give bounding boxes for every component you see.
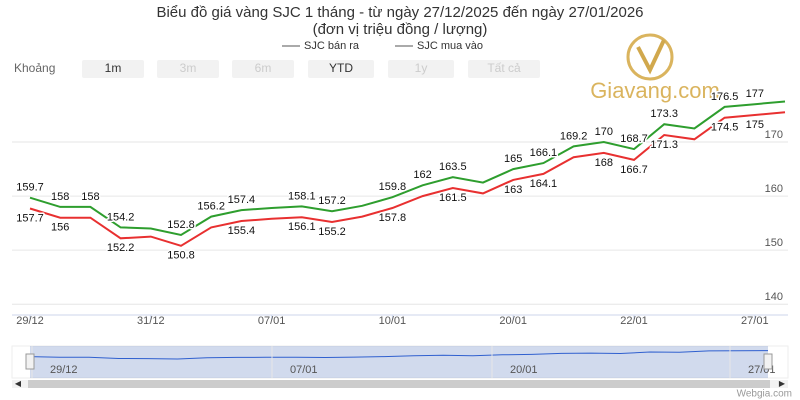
data-label: 166.1 xyxy=(530,147,558,159)
data-label: 176.5 xyxy=(711,91,739,103)
credit: Webgia.com xyxy=(737,389,792,400)
series-line xyxy=(29,100,786,237)
y-tick-label: 140 xyxy=(765,291,783,303)
data-label: 155.2 xyxy=(318,226,346,238)
navigator-line xyxy=(29,350,769,360)
legend-label: SJC mua vào xyxy=(417,40,483,52)
data-label: 152.8 xyxy=(167,219,195,231)
data-label: 157.7 xyxy=(16,212,44,224)
data-label: 161.5 xyxy=(439,192,467,204)
data-label: 164.1 xyxy=(530,178,558,190)
scrollbar-thumb[interactable] xyxy=(28,380,770,388)
data-label: 155.4 xyxy=(228,225,256,237)
data-label: 162 xyxy=(413,169,431,181)
range-button-label[interactable]: 1y xyxy=(415,61,428,75)
x-tick-label: 07/01 xyxy=(258,315,286,327)
navigator-label: 07/01 xyxy=(290,364,318,376)
data-label: 157.2 xyxy=(318,195,346,207)
data-label: 168 xyxy=(595,157,613,169)
data-label: 152.2 xyxy=(107,242,135,254)
x-tick-label: 10/01 xyxy=(379,315,407,327)
watermark-text: Giavang.com xyxy=(590,78,720,103)
range-button[interactable] xyxy=(388,60,454,78)
range-button[interactable] xyxy=(308,60,374,78)
range-button-label[interactable]: 3m xyxy=(180,61,197,75)
x-tick-label: 27/01 xyxy=(741,315,769,327)
range-label: Khoảng xyxy=(14,61,55,75)
scroll-right[interactable]: ▶ xyxy=(779,379,786,388)
scroll-left[interactable]: ◀ xyxy=(15,379,22,388)
legend-label: SJC bán ra xyxy=(304,40,360,52)
data-label: 157.8 xyxy=(379,212,407,224)
data-label: 156 xyxy=(51,222,69,234)
data-label: 154.2 xyxy=(107,211,135,223)
y-tick-label: 160 xyxy=(765,183,783,195)
x-tick-label: 31/12 xyxy=(137,315,165,327)
series-line xyxy=(29,111,786,247)
navigator-bg xyxy=(11,345,789,379)
data-label: 166.7 xyxy=(620,164,648,176)
data-label: 163.5 xyxy=(439,161,467,173)
navigator-mask xyxy=(30,346,768,378)
data-label: 159.8 xyxy=(379,181,407,193)
chart-title: Biểu đồ giá vàng SJC 1 tháng - từ ngày 2… xyxy=(156,4,643,21)
data-label: 156.1 xyxy=(288,221,316,233)
navigator-label: 29/12 xyxy=(50,364,78,376)
x-tick-label: 29/12 xyxy=(16,315,44,327)
data-label: 173.3 xyxy=(650,108,678,120)
data-label: 163 xyxy=(504,184,522,196)
range-button-label[interactable]: 6m xyxy=(255,61,272,75)
data-label: 158.1 xyxy=(288,190,316,202)
data-label: 150.8 xyxy=(167,250,195,262)
data-label: 170 xyxy=(595,126,613,138)
data-label: 158 xyxy=(81,191,99,203)
watermark-logo xyxy=(636,39,666,75)
x-tick-label: 20/01 xyxy=(499,315,527,327)
range-button[interactable] xyxy=(232,60,294,78)
watermark-logo xyxy=(626,33,674,81)
data-label: 177 xyxy=(746,88,764,100)
range-button-label[interactable]: Tất cả xyxy=(487,61,521,75)
data-label: 174.5 xyxy=(711,122,739,134)
y-tick-label: 170 xyxy=(765,129,783,141)
range-button-label[interactable]: 1m xyxy=(105,61,122,75)
data-label: 156.2 xyxy=(197,201,225,213)
data-label: 165 xyxy=(504,153,522,165)
watermark: Giavang.com xyxy=(590,33,720,103)
data-label: 157.4 xyxy=(228,194,256,206)
data-label: 171.3 xyxy=(650,139,678,151)
y-tick-label: 150 xyxy=(765,237,783,249)
data-label: 158 xyxy=(51,191,69,203)
x-tick-label: 22/01 xyxy=(620,315,648,327)
navigator-label: 20/01 xyxy=(510,364,538,376)
range-button[interactable] xyxy=(468,60,540,78)
data-label: 159.7 xyxy=(16,182,44,194)
navigator-handle[interactable] xyxy=(25,353,35,370)
range-button[interactable] xyxy=(157,60,219,78)
data-label: 175 xyxy=(746,119,764,131)
data-label: 168.7 xyxy=(620,133,648,145)
navigator-handle[interactable] xyxy=(763,353,773,370)
range-button-label[interactable]: YTD xyxy=(329,61,353,75)
chart-subtitle: (đơn vị triệu đồng / lượng) xyxy=(313,21,488,38)
range-button[interactable] xyxy=(82,60,144,78)
data-label: 169.2 xyxy=(560,130,588,142)
